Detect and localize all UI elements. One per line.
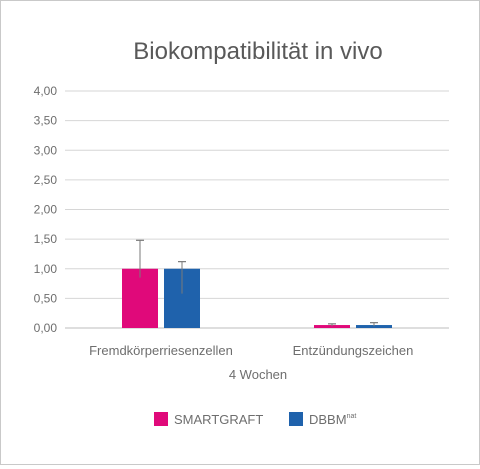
legend-label-superscript: nat [347, 413, 357, 420]
x-category-label: Fremdkörperriesenzellen [89, 343, 233, 358]
error-bars [136, 239, 378, 327]
bar [122, 268, 158, 328]
y-tick-label: 0,00 [34, 321, 58, 335]
y-tick-label: 1,00 [34, 262, 58, 276]
x-axis-categories: Fremdkörperriesenzellen Entzündungszeiche… [89, 343, 413, 358]
legend-swatch [289, 412, 303, 426]
legend-label: SMARTGRAFT [174, 412, 263, 427]
x-axis-title: 4 Wochen [229, 367, 287, 382]
y-axis-ticks: 0,00 0,50 1,00 1,50 2,00 2,50 3,00 3,50 4,00 [34, 84, 58, 335]
y-tick-label: 4,00 [34, 84, 58, 98]
y-tick-label: 2,50 [34, 173, 58, 187]
x-category-label: Entzündungszeichen [293, 343, 414, 358]
y-tick-label: 1,50 [34, 232, 58, 246]
legend-swatch [154, 412, 168, 426]
chart-title: Biokompatibilität in vivo [133, 38, 382, 65]
y-tick-label: 3,50 [34, 114, 58, 128]
y-tick-label: 3,00 [34, 143, 58, 157]
legend-label: DBBMnat [309, 412, 356, 427]
bar [356, 325, 392, 328]
y-tick-label: 2,00 [34, 203, 58, 217]
y-tick-label: 0,50 [34, 291, 58, 305]
legend: SMARTGRAFT DBBMnat [154, 412, 356, 427]
bar [314, 325, 350, 328]
